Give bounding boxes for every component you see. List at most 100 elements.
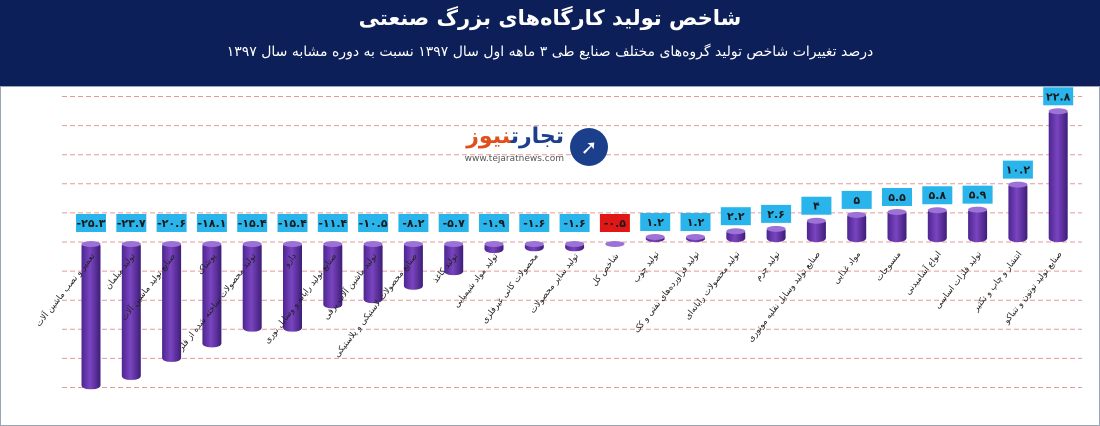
value-label-box (317, 214, 348, 232)
value-label-box (277, 214, 308, 232)
value-label: -۱.۶ (564, 217, 586, 230)
value-label: -۵.۷ (443, 217, 465, 230)
bar (363, 242, 383, 304)
value-label: -۸.۲ (402, 217, 424, 230)
bar-cap (847, 211, 867, 218)
bar (968, 207, 988, 242)
bar-cap (605, 241, 625, 247)
bar-cap (162, 241, 182, 247)
bar (927, 208, 947, 242)
bar-cap (323, 241, 343, 247)
value-label: -۱۰.۵ (359, 217, 388, 230)
value-label: -۱۸.۱ (197, 217, 226, 230)
chart-subtitle: درصد تغییرات شاخص تولید گروه‌های مختلف ص… (226, 44, 874, 60)
value-label-box (559, 214, 590, 232)
bar-cap (887, 208, 907, 215)
bar (202, 242, 222, 348)
value-label-box (720, 207, 751, 226)
bar (162, 242, 182, 362)
value-label-box (479, 214, 509, 232)
value-label: -۲۵.۳ (77, 217, 106, 230)
chart-title: شاخص تولید کارگاه‌های بزرگ صنعتی (358, 6, 742, 30)
bar (1008, 182, 1028, 242)
value-label-box (116, 214, 147, 232)
arrow-icon: ➚ (570, 128, 608, 166)
category-label: تولید چوب (631, 249, 662, 285)
bar (323, 242, 343, 309)
value-label: ۲۲.۸ (1046, 90, 1071, 103)
value-label: ۵.۸ (928, 189, 946, 202)
bar (242, 242, 262, 332)
bar-cap (81, 241, 101, 247)
category-label: شاخص کل (590, 252, 622, 289)
bar-cap (242, 241, 262, 247)
value-label: ۱.۲ (687, 216, 705, 229)
bar (1048, 109, 1068, 242)
bar-cap (766, 225, 786, 232)
bar (121, 242, 141, 380)
value-label: -۱۵.۴ (278, 217, 307, 230)
brand-logo: تجارتنیوز www.tejaratnews.com ➚ (440, 124, 612, 176)
value-label-box (358, 214, 389, 232)
category-label: انواع آشامیدنی (902, 248, 944, 297)
bar-cap (202, 241, 222, 247)
bar-cap (121, 241, 141, 247)
bar (403, 242, 423, 290)
value-label-box (196, 214, 227, 232)
brand-word-accent: نیوز (466, 124, 511, 149)
value-label: -۱۵.۴ (238, 217, 267, 230)
value-label: -۱.۹ (483, 217, 505, 230)
value-label: ۵ (853, 194, 860, 207)
value-label: ۵.۵ (888, 191, 906, 204)
value-label: -۲۰.۶ (157, 217, 186, 230)
category-label: منسوجات (874, 250, 903, 284)
value-label: ۵.۹ (969, 189, 987, 202)
value-label-box (841, 190, 872, 209)
value-label-box (156, 214, 187, 232)
value-label: ۱.۲ (646, 216, 664, 229)
brand-word-main: تجارت (510, 124, 564, 149)
value-label-box (882, 187, 912, 206)
bar-cap (1008, 181, 1028, 188)
bar (847, 212, 867, 242)
bar-cap (927, 207, 947, 214)
category-label: صنایع تولید وسایل نقلیه موتوری (746, 250, 823, 345)
bar-cap (524, 241, 544, 247)
category-label: تولید چرم (753, 249, 782, 283)
bar (283, 242, 302, 332)
category-label: تولید فرآورده‌های نفتی و کک (631, 248, 703, 335)
value-label-box (761, 204, 792, 223)
category-label: مواد غذایی (831, 250, 863, 287)
value-label: -۱.۶ (523, 217, 545, 230)
bar-cap (444, 241, 464, 247)
value-label: ۲.۲ (727, 210, 745, 223)
bar-cap (1048, 108, 1068, 115)
bar (806, 218, 826, 242)
bar-cap (645, 234, 665, 241)
bar-cap (968, 206, 988, 213)
bar (81, 242, 101, 390)
brand-wordmark: تجارتنیوز (466, 124, 564, 149)
bar-cap (403, 241, 423, 247)
value-label-box (962, 185, 993, 204)
value-label: -۲۳.۷ (117, 217, 146, 230)
value-label-box (519, 214, 550, 232)
value-label-box (237, 214, 268, 232)
value-label: ۲.۶ (767, 208, 785, 221)
bar-cap (686, 234, 705, 241)
value-label-box (76, 214, 106, 232)
bar-cap (484, 241, 504, 247)
bar-cap (283, 241, 302, 247)
bar-cap (726, 228, 746, 235)
value-label-box (398, 214, 429, 232)
bar (444, 242, 464, 276)
bar-cap (806, 217, 826, 224)
bar-cap (363, 241, 383, 247)
value-label: ۴ (813, 200, 820, 213)
value-label: -۰.۵ (604, 217, 626, 230)
brand-url: www.tejaratnews.com (464, 154, 564, 164)
value-label-box (438, 214, 469, 232)
bar-cap (565, 241, 585, 247)
value-label-box (640, 213, 671, 232)
